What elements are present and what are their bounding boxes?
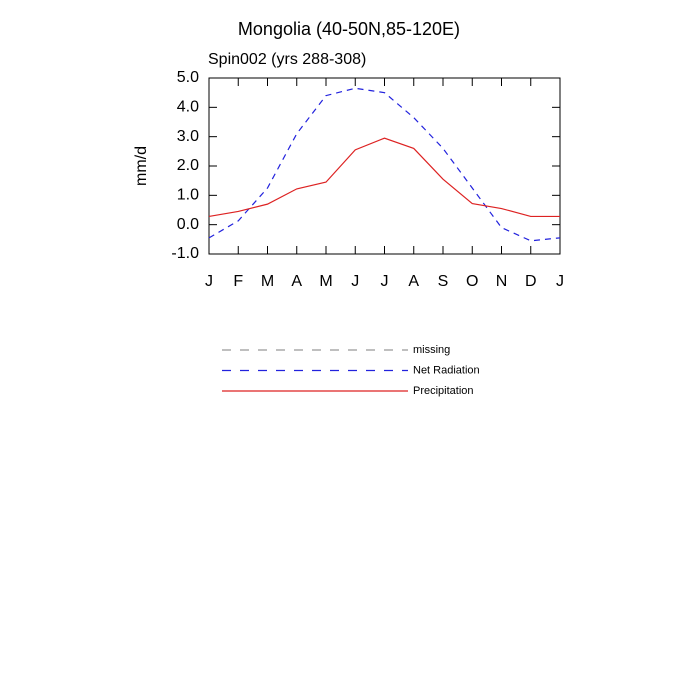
x-tick-label: J — [381, 273, 389, 290]
y-tick-label: 2.0 — [177, 157, 199, 174]
x-tick-label: A — [408, 273, 419, 290]
legend-label: Precipitation — [413, 385, 474, 397]
y-tick-label: -1.0 — [171, 245, 199, 262]
data-line — [208, 87, 561, 242]
x-tick-label: J — [351, 273, 359, 290]
x-tick-label: M — [261, 273, 274, 290]
y-tick-label: 4.0 — [177, 99, 199, 116]
y-tick-label: 3.0 — [177, 128, 199, 145]
x-tick-label: N — [496, 273, 508, 290]
y-tick-label: 1.0 — [177, 187, 199, 204]
x-tick-label: S — [438, 273, 449, 290]
data-line — [208, 137, 560, 218]
y-tick-label: 0.0 — [177, 216, 199, 233]
x-tick-label: J — [205, 273, 213, 290]
y-axis-label: mm/d — [133, 146, 150, 186]
x-tick-label: M — [319, 273, 332, 290]
legend-label: missing — [413, 344, 450, 356]
plot-frame — [208, 77, 561, 255]
legend-label: Net Radiation — [413, 364, 480, 376]
chart-title: Mongolia (40-50N,85-120E) — [238, 19, 460, 39]
chart-subtitle: Spin002 (yrs 288-308) — [208, 51, 366, 68]
x-tick-label: O — [466, 273, 478, 290]
x-tick-label: F — [233, 273, 243, 290]
x-tick-label: A — [291, 273, 302, 290]
y-tick-label: 5.0 — [177, 69, 199, 86]
x-tick-label: D — [525, 273, 537, 290]
x-tick-label: J — [556, 273, 564, 290]
